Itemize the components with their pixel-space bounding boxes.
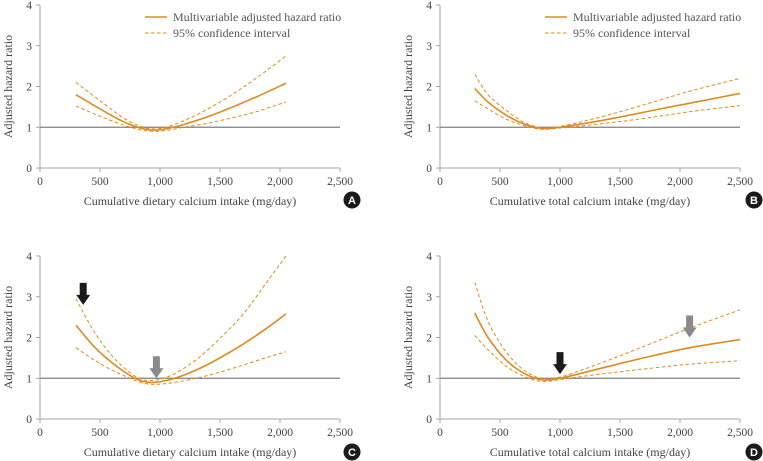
y-tick-label: 0 (426, 163, 432, 175)
panel-label: D (750, 447, 758, 459)
x-tick-label: 500 (491, 176, 509, 188)
panel-badge (745, 443, 763, 461)
panel-label: B (750, 195, 758, 207)
y-tick-label: 4 (426, 251, 432, 263)
gray-arrow-icon (149, 356, 164, 379)
y-tick-label: 2 (26, 333, 32, 345)
panel-badge (745, 191, 763, 209)
x-tick-label: 1,500 (207, 427, 233, 439)
panel-label: A (348, 195, 356, 207)
x-tick-label: 500 (91, 427, 109, 439)
x-tick-label: 1,500 (207, 176, 233, 188)
hazard-ratio-line (75, 82, 287, 131)
x-tick-label: 2,000 (267, 427, 293, 439)
y-tick-label: 0 (26, 414, 32, 426)
ci-upper-line (75, 255, 287, 382)
hazard-ratio-line (474, 87, 741, 130)
gray-arrow-icon (682, 315, 697, 338)
x-tick-label: 500 (91, 176, 109, 188)
x-tick-label: 1,000 (547, 427, 573, 439)
panel-badge (343, 191, 361, 209)
ci-lower-line (474, 335, 741, 383)
y-tick-label: 1 (26, 373, 32, 385)
y-tick-label: 1 (426, 373, 432, 385)
x-tick-label: 2,500 (327, 176, 353, 188)
y-tick-label: 3 (426, 41, 432, 53)
y-tick-label: 0 (426, 414, 432, 426)
x-tick-label: 1,000 (547, 176, 573, 188)
panel-d: 0 1 2 3 4 0 500 1,000 1,500 2,000 2,500 Cumulative … (401, 251, 763, 461)
x-tick-label: 1,500 (607, 176, 633, 188)
x-tick-label: 0 (437, 427, 443, 439)
x-tick-label: 2,500 (727, 427, 753, 439)
y-tick-label: 4 (26, 251, 32, 263)
ci-lower-line (75, 347, 287, 385)
x-tick-label: 0 (437, 176, 443, 188)
x-tick-label: 2,500 (327, 427, 353, 439)
panel-c: 0 1 2 3 4 0 500 1,000 1,500 2,000 2,500 Cumulative … (1, 251, 361, 461)
panel-b: 0 1 2 3 4 0 500 1,000 1,500 2,000 2,500 Cumulative … (401, 0, 763, 209)
x-axis-title: Cumulative dietary calcium intake (mg/da… (84, 445, 297, 459)
legend-label: 95% confidence interval (573, 26, 691, 40)
hazard-ratio-line (75, 313, 287, 384)
panel-a: 0 1 2 3 4 0 500 1,000 1,500 2,000 2,500 Cumulative … (1, 0, 361, 209)
y-axis-title: Adjusted hazard ratio (1, 286, 15, 389)
black-arrow-icon (553, 352, 567, 375)
x-tick-label: 2,000 (667, 427, 693, 439)
x-tick-label: 2,000 (667, 176, 693, 188)
x-tick-label: 2,500 (727, 176, 753, 188)
x-axis-title: Cumulative total calcium intake (mg/day) (490, 445, 691, 459)
y-tick-label: 3 (26, 292, 32, 304)
legend-label: Multivariable adjusted hazard ratio (173, 10, 341, 24)
y-tick-label: 3 (26, 41, 32, 53)
panel-badge (343, 443, 361, 461)
ci-lower-line (474, 100, 741, 130)
y-tick-label: 4 (426, 0, 432, 12)
y-tick-label: 2 (426, 333, 432, 345)
black-arrow-icon (76, 282, 91, 305)
y-tick-label: 3 (426, 292, 432, 304)
x-tick-label: 2,000 (267, 176, 293, 188)
ci-upper-line (75, 55, 287, 130)
y-axis-title: Adjusted hazard ratio (401, 35, 415, 138)
y-tick-label: 2 (26, 82, 32, 94)
y-axis-title: Adjusted hazard ratio (401, 286, 415, 389)
x-tick-label: 0 (37, 176, 43, 188)
x-tick-label: 1,500 (607, 427, 633, 439)
x-tick-label: 1,000 (147, 427, 173, 439)
x-axis-title: Cumulative total calcium intake (mg/day) (490, 194, 691, 208)
y-tick-label: 2 (426, 82, 432, 94)
y-tick-label: 0 (26, 163, 32, 175)
x-tick-label: 0 (37, 427, 43, 439)
panel-label: C (348, 447, 356, 459)
legend: Multivariable adjusted hazard ratio 95% c… (545, 10, 741, 40)
hazard-ratio-line (474, 312, 741, 381)
legend-label: 95% confidence interval (173, 26, 291, 40)
legend-label: Multivariable adjusted hazard ratio (573, 10, 741, 24)
x-axis-title: Cumulative dietary calcium intake (mg/da… (84, 194, 297, 208)
y-tick-label: 1 (26, 122, 32, 134)
ci-lower-line (75, 101, 287, 132)
ci-upper-line (474, 74, 741, 129)
y-axis-title: Adjusted hazard ratio (1, 35, 15, 138)
ci-upper-line (474, 282, 741, 380)
y-tick-label: 4 (26, 0, 32, 12)
y-tick-label: 1 (426, 122, 432, 134)
legend: Multivariable adjusted hazard ratio 95% c… (145, 10, 341, 40)
x-tick-label: 500 (491, 427, 509, 439)
x-tick-label: 1,000 (147, 176, 173, 188)
